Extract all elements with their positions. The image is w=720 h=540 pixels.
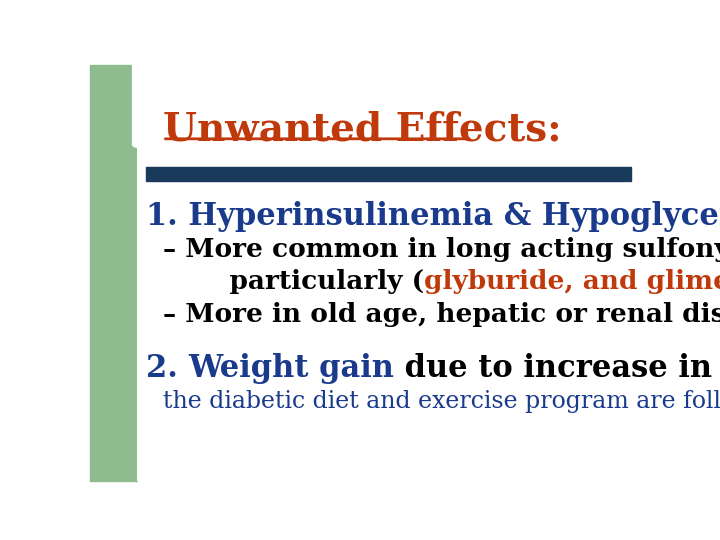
Text: glyburide, and glimepiride: glyburide, and glimepiride [424, 269, 720, 294]
Text: 1. Hyperinsulinemia & Hypoglycemia:: 1. Hyperinsulinemia & Hypoglycemia: [145, 201, 720, 232]
Bar [145, 167, 631, 181]
Text: due to increase in appetite: due to increase in appetite [395, 353, 720, 384]
Bar [90, 65, 138, 481]
Text: – More in old age, hepatic or renal diseases.: – More in old age, hepatic or renal dise… [163, 302, 720, 327]
Text: Weight gain: Weight gain [189, 353, 395, 384]
Bar [138, 65, 243, 140]
Text: – More common in long acting sulfonylureas.: – More common in long acting sulfonylure… [163, 238, 720, 262]
Text: the diabetic diet and exercise program are followed.: the diabetic diet and exercise program a… [163, 390, 720, 413]
Text: Unwanted Effects:: Unwanted Effects: [163, 110, 561, 148]
Text: 2.: 2. [145, 353, 189, 384]
Text: particularly (: particularly ( [193, 269, 424, 294]
FancyBboxPatch shape [132, 57, 260, 148]
